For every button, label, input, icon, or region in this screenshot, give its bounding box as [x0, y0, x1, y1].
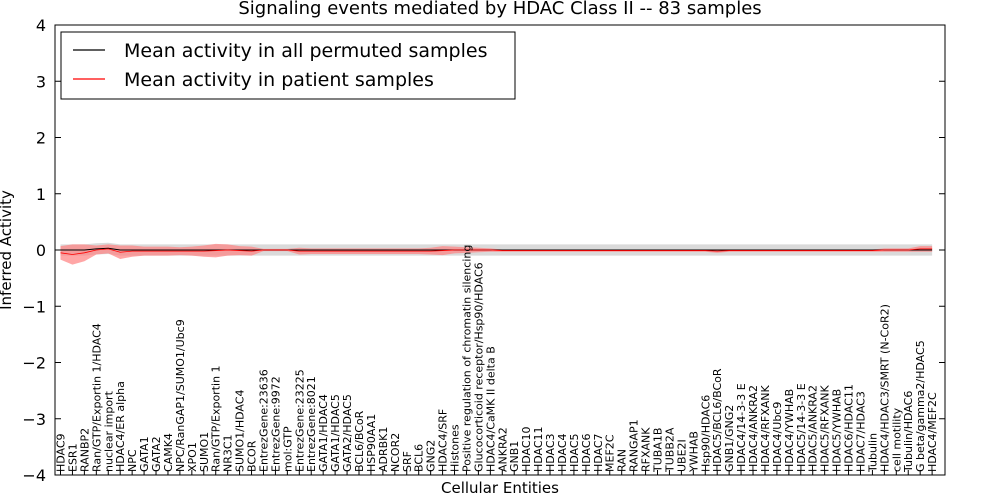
x-tick-label: Histones	[449, 424, 462, 472]
y-tick-label: 0	[36, 241, 46, 260]
x-tick-label: CAMK4	[162, 433, 175, 472]
x-tick-label: RANBP2	[78, 428, 91, 472]
x-tick-label: TUBA1B	[652, 428, 665, 473]
x-tick-label: NPC/RanGAP1/SUMO1/Ubc9	[174, 319, 187, 472]
x-tick-label: GATA1	[138, 436, 151, 472]
x-tick-label: HDAC5/ANKRA2	[807, 385, 820, 472]
legend-label-permuted: Mean activity in all permuted samples	[124, 40, 487, 62]
x-tick-label: EntrezGene:23225	[293, 369, 306, 472]
x-tick-label: SUMO1/HDAC4	[234, 390, 247, 472]
y-axis-label: Inferred Activity	[0, 190, 15, 310]
y-tick-label: 4	[36, 16, 46, 35]
x-tick-label: XPO1	[186, 442, 199, 472]
x-tick-label: EntrezGene:23636	[257, 369, 270, 472]
x-tick-label: HDAC4/YWHAB	[783, 389, 796, 472]
x-tick-label: HDAC4/SRF	[437, 409, 450, 472]
legend: Mean activity in all permuted samples Me…	[60, 31, 516, 100]
x-tick-label: HDAC10	[520, 426, 533, 472]
x-tick-label: GATA1/HDAC4	[317, 394, 330, 472]
y-tick-label: −4	[22, 466, 46, 485]
x-tick-label: GNB1/GNG2	[723, 405, 736, 472]
x-tick-label: HDAC5/14-3-3 E	[795, 383, 808, 472]
x-tick-label: G beta/gamma2/HDAC5	[914, 340, 927, 472]
x-tick-label: HDAC5/BCL6/BCoR	[711, 368, 724, 472]
x-tick-label: HDAC11	[532, 426, 545, 472]
x-tick-label: HDAC4	[556, 433, 569, 472]
x-tick-label: Glucocorticoid receptor/Hsp90/HDAC6	[472, 262, 485, 472]
legend-box	[60, 31, 516, 100]
x-tick-label: BCL6/BCoR	[353, 410, 366, 472]
x-tick-label: HDAC3	[544, 433, 557, 472]
x-tick-label: BCOR	[246, 440, 259, 472]
x-axis-label: Cellular Entities	[441, 479, 559, 497]
x-tick-label: HDAC6/HDAC11	[843, 384, 856, 472]
x-tick-label: GATA2	[150, 436, 163, 472]
y-tick-label: 1	[36, 185, 46, 204]
x-tick-label: mol:GTP	[281, 426, 294, 472]
x-tick-label: BCL6	[413, 444, 426, 472]
x-tick-label: NCOR2	[389, 433, 402, 472]
x-tick-label: HDAC4/RFXANK	[759, 384, 772, 472]
x-tick-label: RFXANK	[640, 427, 653, 472]
x-tick-label: HDAC5/RFXANK	[819, 384, 832, 472]
x-tick-label: HSP90AA1	[365, 414, 378, 472]
x-tick-label: ANKRA2	[496, 427, 509, 472]
y-tick-label: 3	[36, 72, 46, 91]
x-tick-label: ADRBK1	[377, 427, 390, 472]
x-tick-label: RAN	[616, 449, 629, 472]
y-tick-label: −1	[22, 297, 46, 316]
x-tick-label: HDAC9	[55, 433, 68, 472]
x-tick-label: cell motility	[890, 407, 903, 472]
x-tick-label: HDAC4/14-3-3 E	[735, 383, 748, 472]
x-tick-label: HDAC7	[592, 433, 605, 472]
x-tick-label: Positive regulation of chromatin silenci…	[460, 245, 473, 472]
x-tick-label: HDAC7/HDAC3	[854, 391, 867, 472]
x-tick-label: GATA2/HDAC5	[341, 394, 354, 472]
x-tick-label: Ran/GTP/Exportin 1	[210, 365, 223, 472]
x-tick-label: GNG2	[425, 440, 438, 472]
y-tick-label: −3	[22, 410, 46, 429]
x-tick-label: Hsp90/HDAC6	[699, 395, 712, 472]
x-tick-label: HDAC4/HDAC3/SMRT (N-CoR2)	[878, 304, 891, 472]
x-tick-label: SRF	[401, 451, 414, 472]
series-lines	[60, 247, 933, 255]
x-tick-label: MEF2C	[604, 434, 617, 472]
series-line-1	[60, 248, 933, 255]
chart-title: Signaling events mediated by HDAC Class …	[238, 0, 761, 19]
x-tick-label: GNB1	[508, 441, 521, 472]
x-tick-label: RANGAP1	[628, 419, 641, 472]
x-tick-label: YWHAB	[687, 431, 700, 473]
x-tick-label: HDAC4/CaMK II delta B	[484, 346, 497, 472]
x-tick-label: ESR1	[66, 443, 79, 472]
x-tick-label: TUBB2A	[663, 427, 676, 473]
x-tick-label: EntrezGene:8021	[305, 376, 318, 472]
x-tick-label: nuclear import	[102, 390, 115, 472]
confidence-bands	[60, 242, 933, 265]
x-tick-label: NR3C1	[222, 434, 235, 472]
x-tick-label: Ran/GTP/Exportin 1/HDAC4	[90, 323, 103, 472]
x-tick-label: GATA1/HDAC5	[329, 394, 342, 472]
x-tick-label: Tubulin	[866, 433, 879, 473]
x-tick-label: HDAC4/MEF2C	[926, 392, 939, 472]
x-tick-label: UBE2I	[675, 439, 688, 472]
x-tick-label: HDAC5	[568, 433, 581, 472]
x-tick-label: HDAC4/ER alpha	[114, 381, 127, 472]
y-tick-label: 2	[36, 129, 46, 148]
x-tick-label: SUMO1	[198, 432, 211, 472]
legend-label-patient: Mean activity in patient samples	[124, 69, 434, 91]
x-tick-label: Tubulin/HDAC6	[902, 391, 915, 473]
x-tick-label: NPC	[126, 449, 139, 472]
series-band-1	[60, 243, 933, 265]
y-axis: 4 3 2 1 0 −1 −2 −3 −4	[22, 16, 945, 485]
y-tick-label: −2	[22, 354, 46, 373]
x-tick-label: HDAC6	[580, 433, 593, 472]
x-tick-label: EntrezGene:9972	[269, 376, 282, 472]
x-tick-label: HDAC4/ANKRA2	[747, 385, 760, 472]
x-tick-label: HDAC5/YWHAB	[831, 389, 844, 472]
x-tick-label: HDAC4/Ubc9	[771, 402, 784, 472]
